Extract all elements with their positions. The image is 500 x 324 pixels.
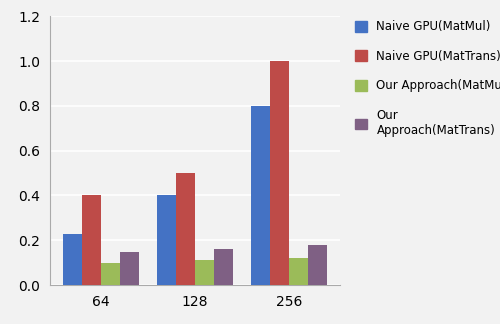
Bar <box>176 173 195 285</box>
Bar <box>82 195 101 285</box>
Bar <box>158 195 176 285</box>
Bar <box>214 249 233 285</box>
Bar <box>195 260 214 285</box>
Bar <box>289 258 308 285</box>
Bar <box>101 263 119 285</box>
Bar <box>63 234 82 285</box>
Bar <box>308 245 327 285</box>
Bar <box>270 61 289 285</box>
Bar <box>252 106 270 285</box>
Legend: Naive GPU(MatMul), Naive GPU(MatTrans), Our Approach(MatMul), Our
Approach(MatTr: Naive GPU(MatMul), Naive GPU(MatTrans), … <box>352 17 500 140</box>
Bar <box>120 251 139 285</box>
